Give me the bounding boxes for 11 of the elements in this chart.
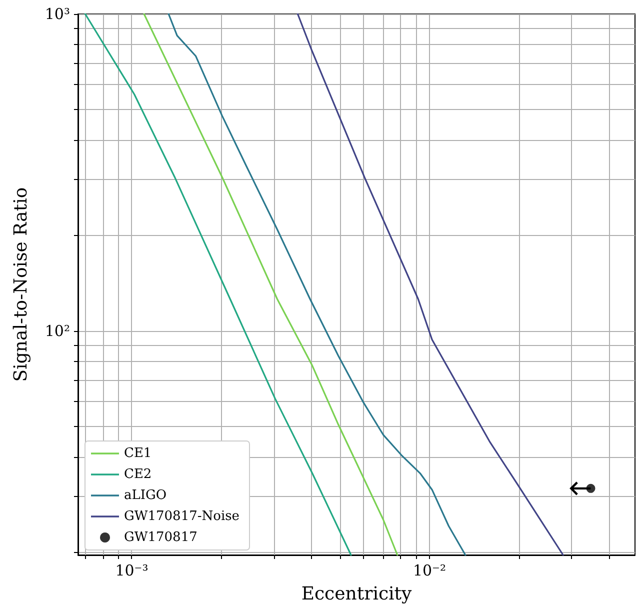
- x-axis-title: Eccentricity: [301, 584, 413, 604]
- y-axis-title: Signal-to-Noise Ratio: [10, 187, 32, 382]
- legend-label: CE1: [124, 446, 152, 461]
- x-tick-label: 10⁻³: [115, 562, 148, 580]
- y-tick-label: 10³: [44, 5, 70, 23]
- legend-label: CE2: [124, 467, 152, 482]
- legend-label: GW170817-Noise: [124, 509, 240, 524]
- legend-label: aLIGO: [124, 488, 167, 503]
- y-tick-label: 10²: [44, 322, 70, 340]
- x-tick-label: 10⁻²: [412, 562, 446, 580]
- legend-label: GW170817: [124, 530, 198, 545]
